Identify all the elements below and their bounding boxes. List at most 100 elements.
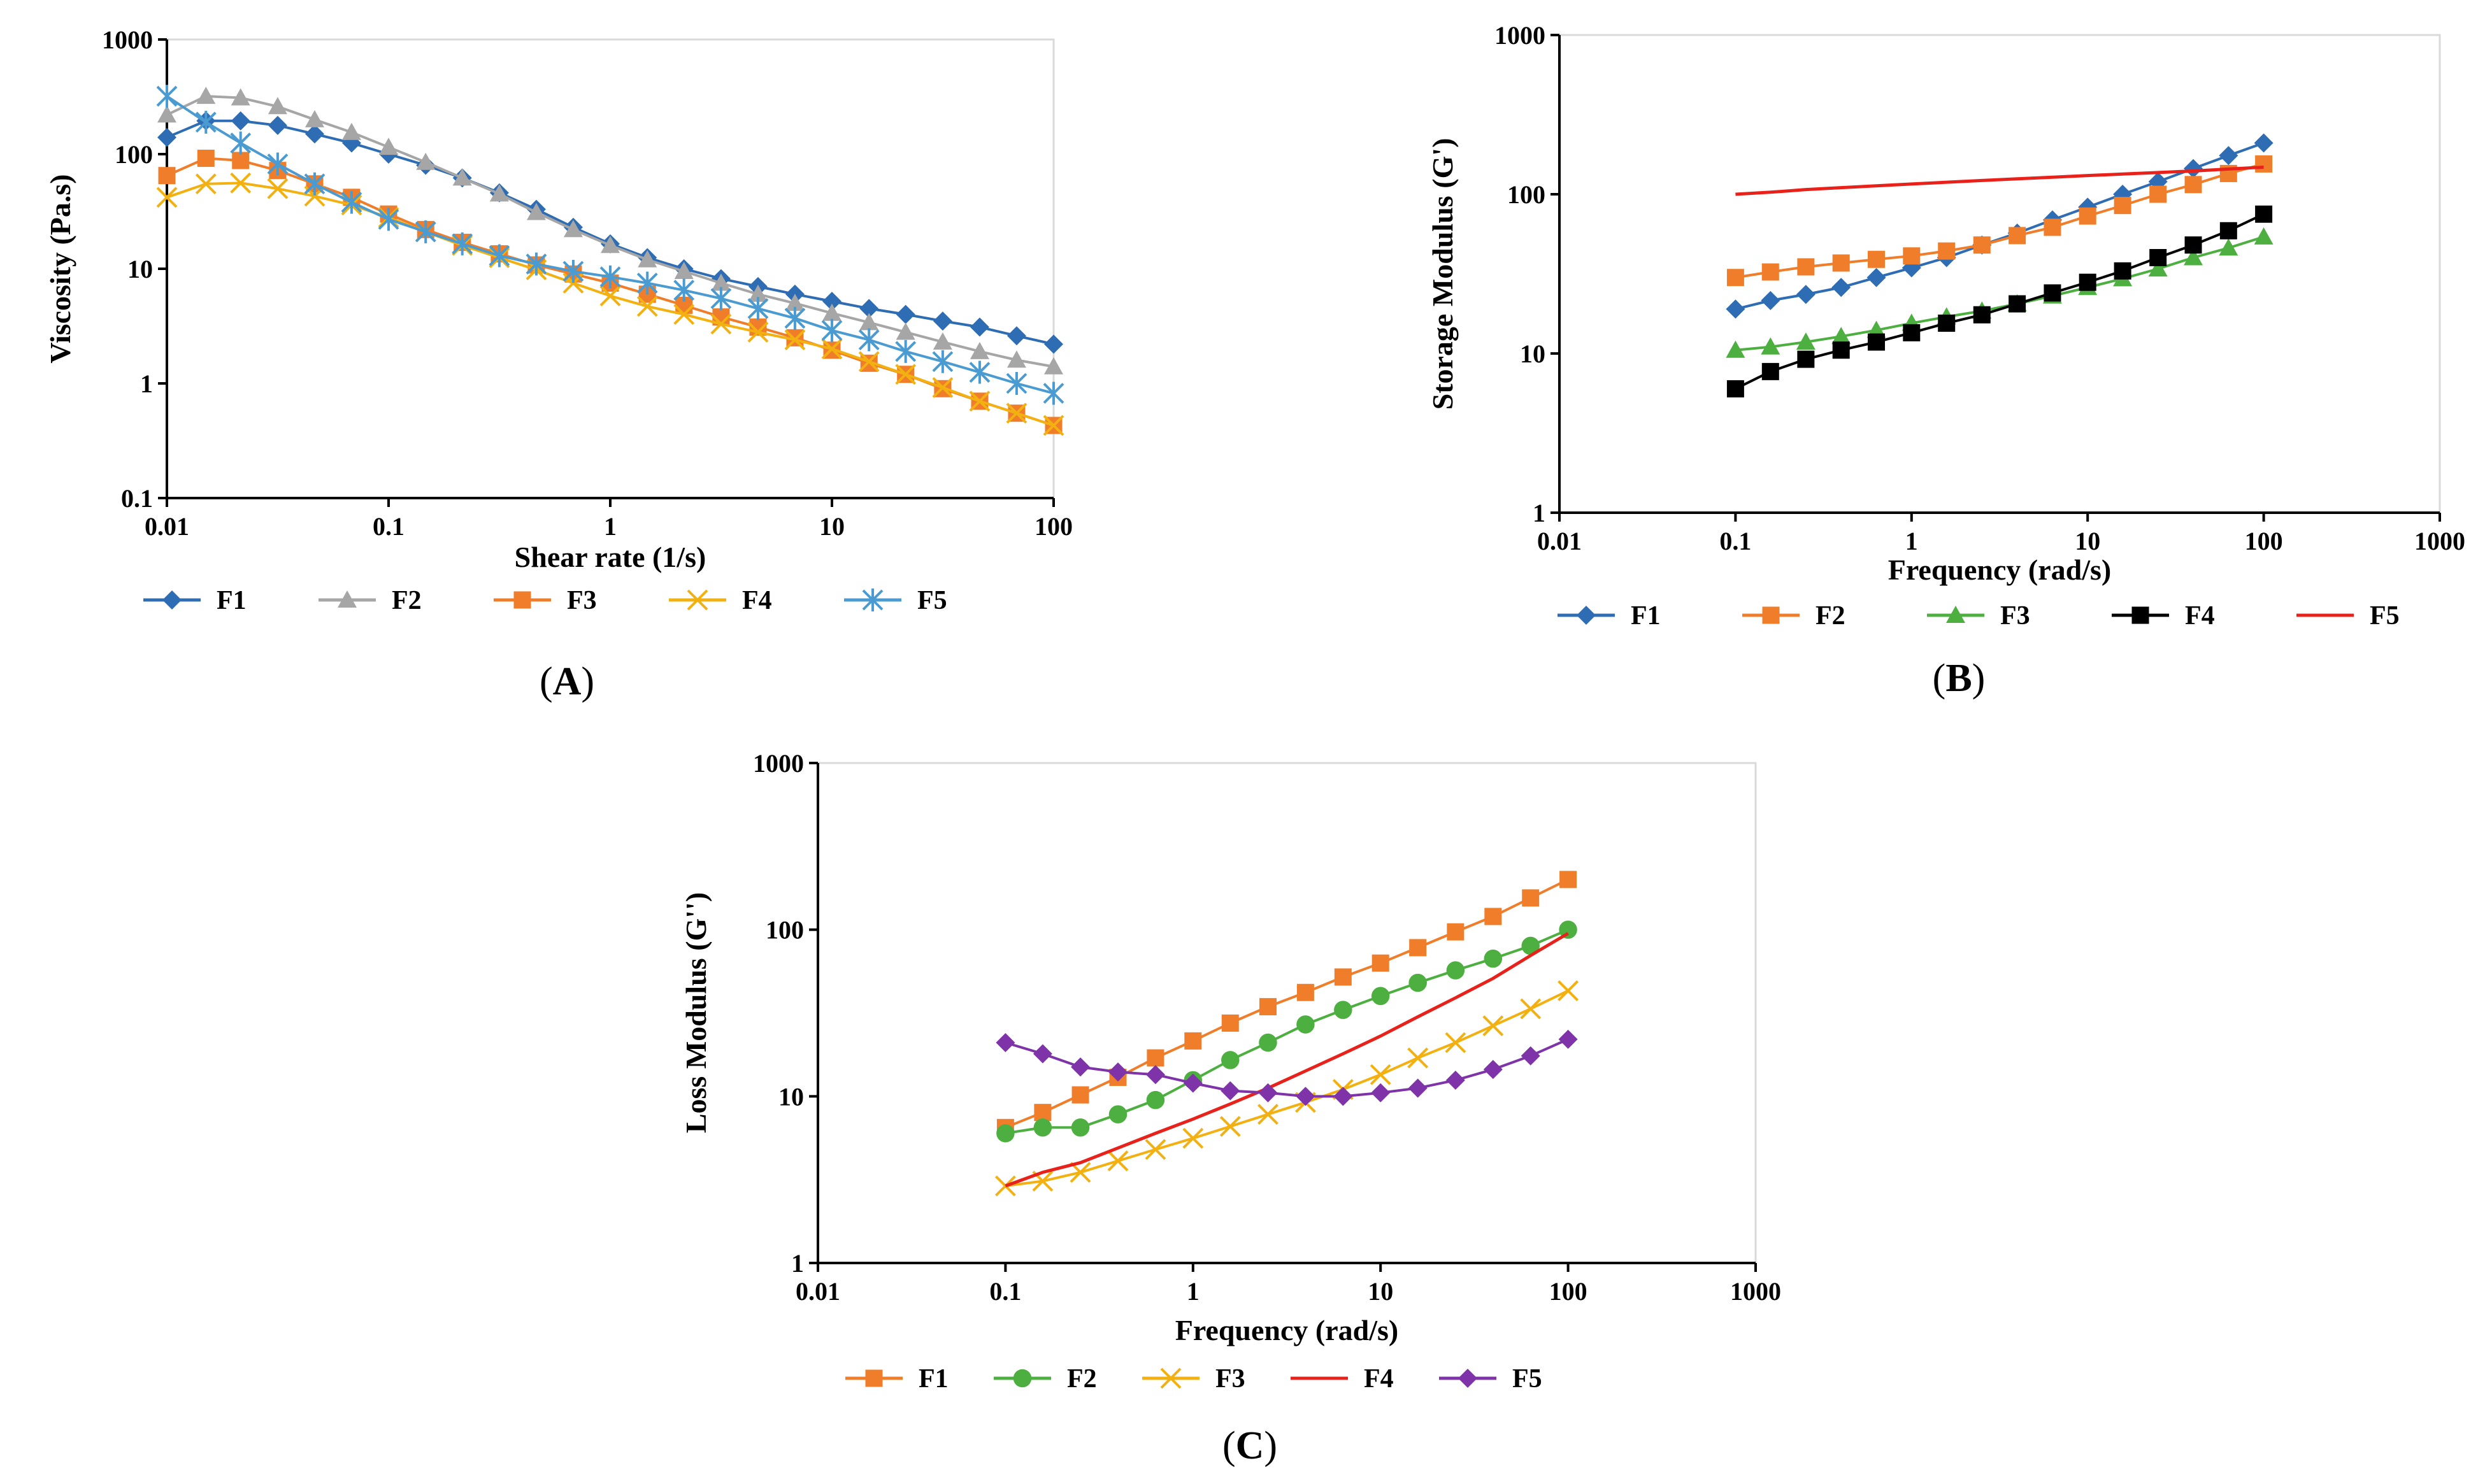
- data-point: [638, 250, 657, 268]
- y-axis-label: Loss Modulus (G''): [680, 892, 712, 1133]
- data-point: [673, 278, 695, 302]
- x-tick-label: 100: [1035, 512, 1073, 541]
- data-point: [156, 85, 178, 108]
- data-point: [1868, 333, 1886, 351]
- x-axis-label: Frequency (rad/s): [1888, 553, 2112, 586]
- data-point: [415, 220, 436, 244]
- data-point: [1973, 236, 1991, 254]
- data-point: [896, 322, 915, 340]
- data-point: [1726, 269, 1744, 287]
- data-point: [1521, 1046, 1540, 1066]
- data-point: [1761, 263, 1779, 281]
- x-tick-label: 0.01: [145, 512, 189, 541]
- data-point: [2079, 207, 2096, 225]
- y-tick-label: 0.1: [121, 484, 153, 513]
- legend-label: F1: [919, 1364, 949, 1394]
- data-point: [2184, 176, 2202, 194]
- data-point: [932, 377, 954, 398]
- data-point: [1145, 1065, 1165, 1085]
- series-f1: F1: [845, 871, 1577, 1394]
- data-point: [2254, 133, 2274, 153]
- data-point: [2114, 197, 2131, 215]
- data-point: [747, 322, 769, 343]
- data-point: [1334, 1001, 1352, 1019]
- data-point: [970, 317, 989, 337]
- legend-label: F3: [2000, 601, 2030, 631]
- data-point: [1006, 326, 1026, 346]
- data-point: [601, 236, 620, 253]
- data-point: [1034, 1104, 1052, 1122]
- data-point: [2255, 205, 2273, 223]
- data-point: [2149, 248, 2167, 266]
- data-point: [1259, 1033, 1277, 1052]
- data-point: [636, 296, 658, 317]
- data-point: [452, 232, 473, 255]
- y-tick-label: 100: [1507, 180, 1545, 209]
- series-line: [1005, 932, 1569, 1188]
- data-point: [2184, 236, 2202, 254]
- data-point: [156, 187, 178, 208]
- series-line: [1735, 162, 2265, 279]
- legend-label: F5: [1512, 1364, 1542, 1394]
- data-point: [1044, 334, 1063, 354]
- data-point: [2184, 248, 2203, 266]
- data-point: [1797, 350, 1815, 368]
- x-tick-label: 10: [2075, 527, 2100, 555]
- y-tick-label: 10: [778, 1082, 804, 1111]
- legend-marker: [865, 1369, 883, 1387]
- data-point: [1108, 1105, 1128, 1124]
- legend-marker: [1160, 1367, 1182, 1389]
- data-point: [895, 339, 917, 363]
- y-axis-label: Storage Modulus (G'): [1426, 138, 1459, 410]
- data-point: [1334, 968, 1352, 986]
- panel-paren-close: ): [581, 660, 594, 703]
- data-point: [267, 178, 289, 199]
- data-point: [1183, 1073, 1203, 1093]
- data-point: [673, 304, 695, 325]
- data-point: [2219, 238, 2238, 256]
- data-point: [970, 341, 989, 359]
- data-point: [1866, 268, 1886, 287]
- data-point: [1033, 1118, 1052, 1137]
- data-point: [1726, 340, 1745, 358]
- data-point: [1558, 1029, 1578, 1049]
- panel-letter: B: [1945, 657, 1972, 700]
- data-point: [1831, 327, 1851, 345]
- data-point: [1371, 1083, 1391, 1102]
- legend-label: F5: [917, 586, 947, 615]
- legend-marker: [1762, 606, 1780, 624]
- data-point: [231, 111, 250, 131]
- data-point: [2009, 227, 2026, 245]
- series-f5: F5: [1735, 165, 2400, 631]
- data-point: [2148, 259, 2168, 277]
- data-point: [1484, 908, 1502, 925]
- y-axis-label: Viscosity (Pa.s): [44, 174, 76, 363]
- panel-paren-close: ): [1972, 657, 1986, 700]
- data-point: [1559, 871, 1577, 888]
- legend-label: F2: [392, 586, 422, 615]
- data-point: [1071, 1086, 1089, 1104]
- chart-panel-c: 0.01 0.1 1 10 100 1000 1 10 100 1000 Frequency (ra…: [680, 749, 1781, 1467]
- data-point: [1903, 324, 1921, 341]
- data-point: [821, 318, 843, 342]
- legend-marker: [338, 590, 357, 608]
- data-point: [1006, 350, 1026, 368]
- data-point: [157, 127, 176, 147]
- series-line: [166, 119, 1054, 346]
- data-point: [1408, 1078, 1428, 1098]
- legend-marker: [862, 589, 884, 611]
- data-point: [1797, 258, 1815, 276]
- series-line: [166, 182, 1054, 427]
- data-point: [933, 311, 952, 331]
- data-point: [562, 260, 584, 283]
- data-point: [1796, 332, 1816, 350]
- data-point: [1070, 1162, 1091, 1183]
- data-point: [932, 350, 954, 373]
- data-point: [2184, 159, 2203, 178]
- data-point: [1938, 314, 1956, 332]
- legend-label: F2: [1816, 601, 1845, 631]
- series-line: [1005, 928, 1569, 1135]
- legend-label: F3: [1215, 1364, 1245, 1394]
- data-point: [1796, 285, 1816, 304]
- data-point: [563, 220, 583, 238]
